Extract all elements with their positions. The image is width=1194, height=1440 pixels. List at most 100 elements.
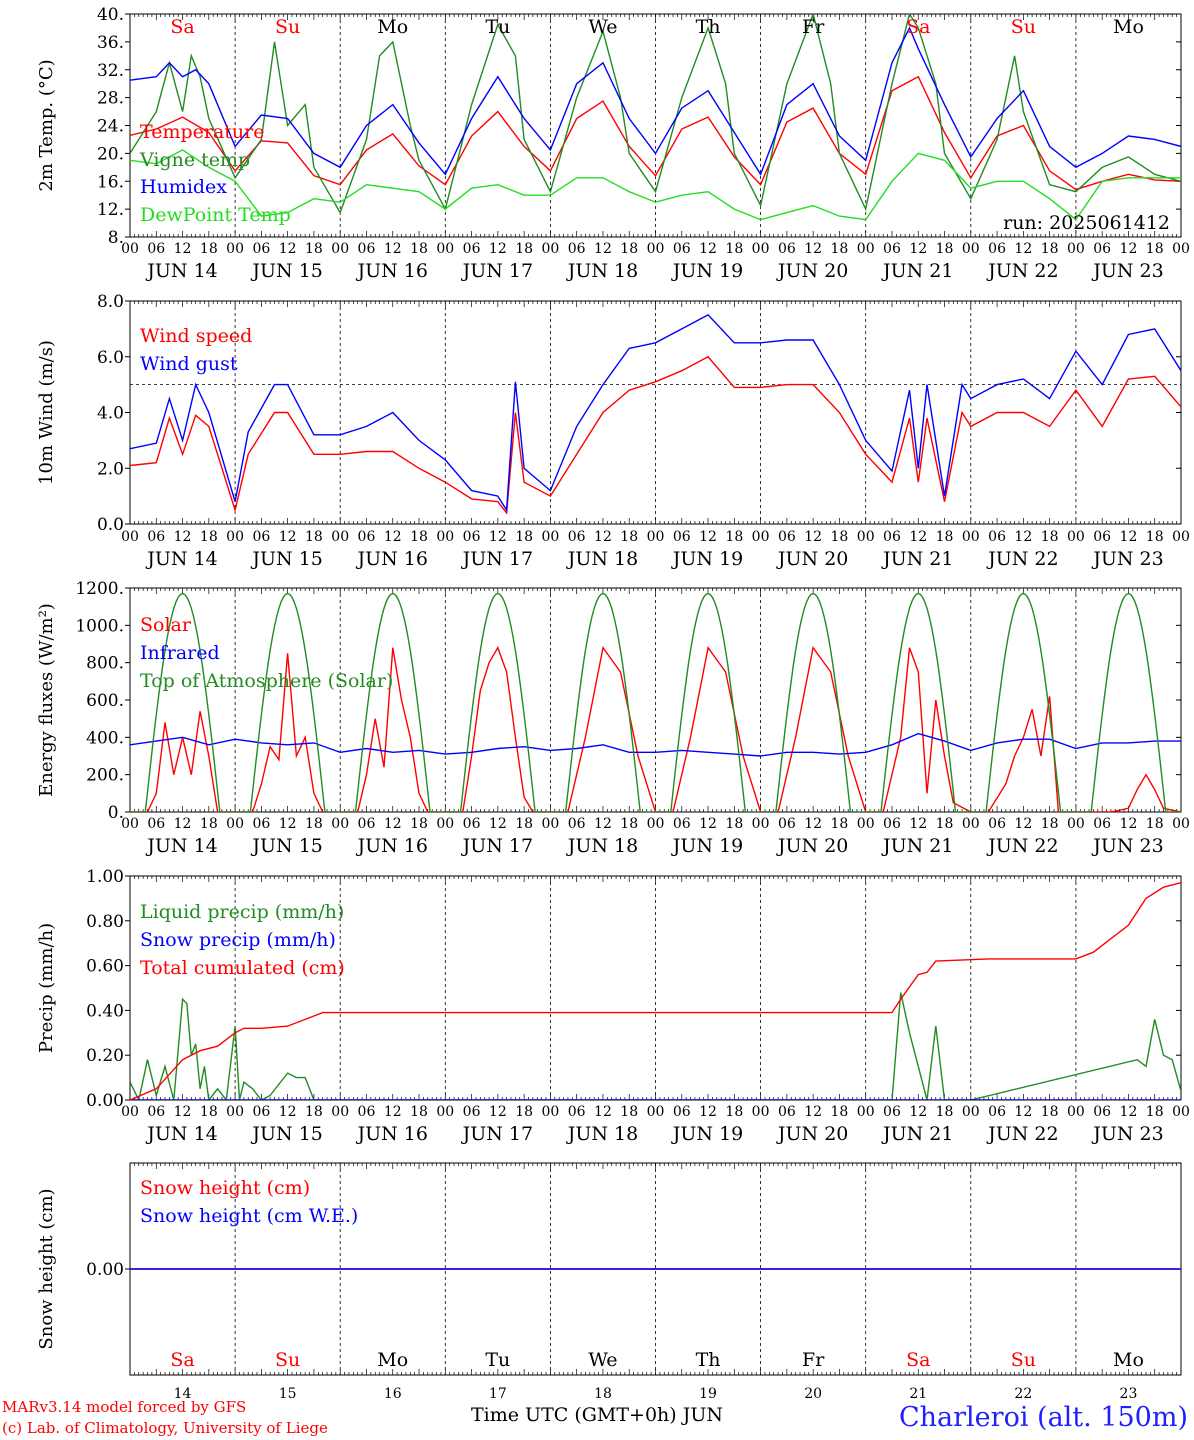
hour-label: 12 [909, 816, 927, 832]
weekday-label: Mo [377, 16, 408, 38]
hour-label: 06 [673, 241, 691, 257]
hour-label: 18 [831, 529, 849, 545]
legend-entry: Top of Atmosphere (Solar) [140, 670, 393, 692]
hour-label: 06 [778, 241, 796, 257]
hour-label: 18 [515, 816, 533, 832]
weekday-label: Mo [377, 1349, 408, 1371]
hour-label: 18 [410, 1104, 428, 1120]
hour-label: 00 [857, 1104, 875, 1120]
hour-label: 18 [200, 529, 218, 545]
y-tick-label: 0.00 [86, 1260, 124, 1280]
hour-label: 06 [1093, 529, 1111, 545]
hour-label: 06 [358, 241, 376, 257]
hour-label: 18 [936, 816, 954, 832]
date-label: JUN 17 [461, 835, 533, 857]
hour-label: 18 [305, 241, 323, 257]
series-line-wind-gust [130, 314, 1181, 513]
hour-label: 06 [988, 529, 1006, 545]
legend-entry: Temperature [140, 121, 264, 143]
hour-label: 00 [1067, 816, 1085, 832]
weekday-label: Su [1011, 1349, 1036, 1371]
hour-label: 06 [358, 529, 376, 545]
hour-label: 00 [1172, 241, 1190, 257]
hour-label: 00 [857, 241, 875, 257]
hour-label: 12 [804, 1104, 822, 1120]
hour-label: 12 [1014, 241, 1032, 257]
date-label: JUN 23 [1091, 835, 1163, 857]
hour-label: 00 [331, 529, 349, 545]
date-label: JUN 19 [671, 835, 743, 857]
legend-entry: DewPoint Temp [140, 204, 291, 226]
hour-label: 12 [174, 1104, 192, 1120]
y-tick-label: 600. [86, 691, 124, 711]
weekday-label: Sa [906, 16, 930, 38]
y-tick-label: 8. [108, 228, 124, 248]
legend-entry: Wind speed [140, 325, 252, 347]
hour-label: 12 [279, 529, 297, 545]
hour-label: 18 [1146, 816, 1164, 832]
hour-label: 00 [647, 816, 665, 832]
hour-label: 12 [174, 241, 192, 257]
legend-entry: Snow precip (mm/h) [140, 929, 336, 951]
hour-label: 06 [147, 816, 165, 832]
hour-label: 00 [1172, 816, 1190, 832]
hour-label: 18 [1041, 1104, 1059, 1120]
hour-label: 18 [410, 529, 428, 545]
hour-label: 00 [752, 1104, 770, 1120]
date-label: JUN 16 [356, 835, 428, 857]
hour-label: 00 [226, 241, 244, 257]
date-label: JUN 17 [461, 1123, 533, 1145]
date-label: JUN 16 [356, 1123, 428, 1145]
day-number: 23 [1120, 1386, 1138, 1402]
hour-label: 00 [647, 241, 665, 257]
hour-label: 06 [778, 1104, 796, 1120]
hour-label: 00 [752, 816, 770, 832]
y-tick-label: 400. [86, 728, 124, 748]
hour-label: 06 [252, 241, 270, 257]
hour-label: 12 [1014, 1104, 1032, 1120]
y-tick-label: 36. [97, 33, 124, 53]
hour-label: 18 [620, 1104, 638, 1120]
hour-label: 06 [358, 1104, 376, 1120]
hour-label: 12 [699, 816, 717, 832]
hour-label: 06 [568, 529, 586, 545]
y-tick-label: 32. [97, 61, 124, 81]
hour-label: 12 [279, 241, 297, 257]
hour-label: 06 [778, 816, 796, 832]
y-tick-label: 40. [97, 5, 124, 25]
day-number: 22 [1014, 1386, 1032, 1402]
hour-label: 06 [673, 529, 691, 545]
hour-label: 12 [1120, 1104, 1138, 1120]
y-tick-label: 0.0 [97, 515, 124, 535]
hour-label: 00 [436, 1104, 454, 1120]
hour-label: 12 [909, 241, 927, 257]
hour-label: 18 [725, 1104, 743, 1120]
hour-label: 18 [620, 816, 638, 832]
hour-label: 18 [831, 241, 849, 257]
hour-label: 06 [673, 816, 691, 832]
y-tick-label: 0.40 [86, 1001, 124, 1021]
hour-label: 00 [647, 529, 665, 545]
hour-label: 18 [936, 241, 954, 257]
hour-label: 18 [725, 241, 743, 257]
run-label: run: 2025061412 [1003, 212, 1170, 234]
hour-label: 06 [463, 241, 481, 257]
y-tick-label: 28. [97, 89, 124, 109]
hour-label: 12 [384, 816, 402, 832]
day-number: 14 [174, 1386, 192, 1402]
date-label: JUN 22 [986, 1123, 1058, 1145]
hour-label: 06 [147, 1104, 165, 1120]
weekday-label: Su [275, 1349, 300, 1371]
hour-label: 12 [594, 1104, 612, 1120]
hour-label: 12 [1014, 529, 1032, 545]
hour-label: 18 [1041, 816, 1059, 832]
panel-frame [129, 587, 1182, 813]
hour-label: 18 [305, 1104, 323, 1120]
y-tick-label: 6.0 [97, 348, 124, 368]
day-number: 21 [909, 1386, 927, 1402]
hour-label: 00 [962, 529, 980, 545]
y-tick-label: 8.0 [97, 292, 124, 312]
date-label: JUN 22 [986, 260, 1058, 282]
legend-entry: Solar [140, 614, 192, 636]
hour-label: 12 [699, 529, 717, 545]
